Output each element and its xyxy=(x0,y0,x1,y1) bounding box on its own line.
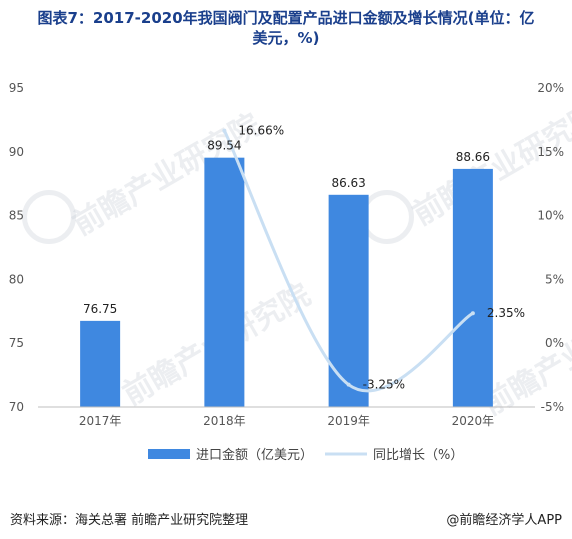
bar xyxy=(80,320,121,407)
line-value-label: 16.66% xyxy=(238,124,284,138)
axes: 70 75 80 85 90 95 -5% 0% 5% 10% 15% 20% 2017年 2018年 20… xyxy=(9,81,564,428)
line-series xyxy=(222,128,475,393)
chart-title: 图表7：2017-2020年我国阀门及配置产品进口金额及增长情况(单位：亿 美元… xyxy=(0,8,572,48)
bar-value-label: 89.54 xyxy=(207,139,241,153)
legend-bar-swatch xyxy=(148,449,190,459)
chart-title-line1: 图表7：2017-2020年我国阀门及配置产品进口金额及增长情况(单位：亿 xyxy=(37,9,535,27)
y-right-tick-label: 10% xyxy=(537,209,564,223)
y-left-tick-label: 80 xyxy=(9,272,24,286)
bar xyxy=(204,157,245,407)
y-left-tick-label: 75 xyxy=(9,336,24,350)
bar xyxy=(452,168,493,407)
y-right-tick-label: -5% xyxy=(541,400,564,414)
y-left-tick-label: 95 xyxy=(9,81,24,95)
bar-value-label: 76.75 xyxy=(83,302,117,316)
line-point xyxy=(346,382,351,387)
line-point xyxy=(470,311,475,316)
legend-line-label: 同比增长（%） xyxy=(373,448,463,463)
y-right-tick-label: 0% xyxy=(545,336,564,350)
growth-line xyxy=(223,129,474,393)
y-right-tick-label: 20% xyxy=(537,81,564,95)
brand-credit: @前瞻经济学人APP xyxy=(446,513,562,528)
y-left-tick-label: 90 xyxy=(9,145,24,159)
y-left-tick-label: 70 xyxy=(9,400,24,414)
y-right-tick-label: 15% xyxy=(537,145,564,159)
source-note: 资料来源：海关总署 前瞻产业研究院整理 xyxy=(10,513,249,528)
bar xyxy=(328,194,369,407)
chart-title-line2: 美元，%) xyxy=(252,29,320,47)
bar-value-label: 88.66 xyxy=(456,150,490,164)
x-tick-label: 2018年 xyxy=(203,414,246,428)
y-right-tick-label: 5% xyxy=(545,272,564,286)
x-tick-label: 2020年 xyxy=(452,414,495,428)
x-tick-label: 2017年 xyxy=(79,414,122,428)
x-tick-label: 2019年 xyxy=(327,414,370,428)
legend-bar-label: 进口金额（亿美元） xyxy=(196,447,313,463)
line-value-label: -3.25% xyxy=(363,378,405,392)
line-value-label: 2.35% xyxy=(487,306,525,320)
legend: 进口金额（亿美元） 同比增长（%） xyxy=(148,447,463,463)
bar-value-label: 86.63 xyxy=(331,176,365,190)
watermark-logo-1 xyxy=(22,190,76,244)
line-point xyxy=(222,128,227,133)
data-labels: 76.75 89.54 86.63 88.66 16.66% -3.25% 2.35% xyxy=(83,124,525,392)
y-left-tick-label: 85 xyxy=(9,209,24,223)
